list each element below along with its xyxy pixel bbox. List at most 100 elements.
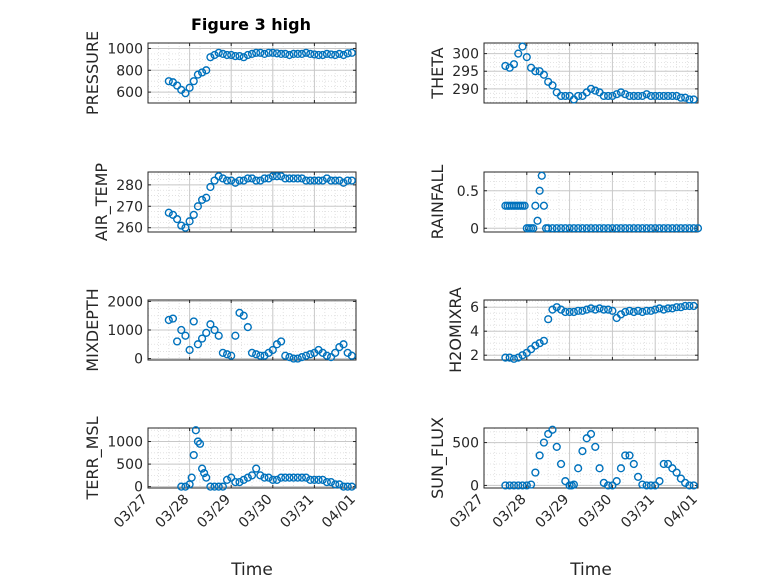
- data-point: [285, 353, 294, 362]
- data-point: [578, 224, 587, 233]
- y-tick-label: 1000: [107, 435, 143, 451]
- scatter-series: [164, 172, 356, 232]
- data-point: [252, 350, 261, 359]
- data-point: [227, 473, 236, 482]
- data-point: [642, 306, 651, 315]
- data-point: [539, 438, 549, 447]
- x-tick-label: 04/01: [661, 492, 701, 532]
- data-point: [326, 353, 336, 362]
- data-point: [514, 481, 523, 490]
- data-point: [676, 224, 685, 233]
- data-point: [210, 325, 219, 335]
- data-point: [218, 174, 227, 183]
- data-point: [599, 478, 608, 487]
- y-tick-label: 600: [116, 85, 143, 101]
- data-point: [651, 91, 660, 101]
- data-point: [595, 464, 604, 473]
- data-point: [335, 176, 344, 185]
- data-point: [272, 172, 282, 181]
- data-point: [277, 337, 286, 346]
- data-point: [625, 306, 634, 315]
- data-point: [177, 325, 186, 335]
- data-point: [672, 91, 681, 101]
- data-point: [347, 482, 356, 491]
- data-point: [339, 50, 348, 60]
- x-tick-label: 03/31: [277, 492, 317, 532]
- data-point: [285, 50, 294, 60]
- data-point: [668, 304, 677, 313]
- data-point: [339, 482, 348, 491]
- data-point: [591, 86, 600, 95]
- data-point: [210, 482, 219, 491]
- data-point: [347, 48, 356, 57]
- data-point: [247, 348, 257, 357]
- scatter-series: [501, 301, 698, 363]
- data-point: [331, 50, 340, 60]
- data-point: [616, 224, 626, 233]
- data-point: [164, 77, 173, 86]
- scatter-series: [164, 308, 356, 363]
- data-point: [297, 473, 307, 482]
- data-point: [193, 202, 203, 211]
- data-point: [306, 49, 315, 59]
- data-point: [689, 481, 698, 490]
- data-point: [314, 475, 323, 484]
- data-point: [659, 305, 668, 314]
- data-point: [243, 323, 252, 332]
- data-point: [629, 224, 638, 233]
- data-point: [301, 473, 311, 482]
- data-point: [668, 464, 677, 473]
- data-point: [556, 91, 566, 101]
- data-point: [268, 172, 277, 181]
- data-point: [638, 224, 647, 233]
- data-point: [604, 481, 613, 490]
- data-point: [202, 193, 211, 202]
- data-point: [239, 475, 248, 484]
- data-point: [509, 60, 519, 69]
- data-point: [206, 182, 215, 192]
- data-point: [556, 459, 566, 469]
- y-tick-label: 0: [470, 221, 479, 237]
- data-point: [189, 317, 198, 326]
- y-tick-label: 260: [116, 221, 143, 237]
- data-point: [633, 224, 643, 233]
- data-point: [616, 464, 626, 473]
- data-point: [659, 459, 668, 469]
- data-point: [663, 459, 673, 469]
- data-point: [514, 353, 523, 362]
- data-point: [281, 351, 290, 360]
- y-axis-label: SUN_FLUX: [428, 417, 448, 499]
- data-point: [235, 478, 244, 487]
- data-point: [681, 301, 690, 311]
- y-tick-label: 0: [470, 478, 479, 494]
- data-point: [331, 348, 340, 357]
- y-tick-label: 280: [116, 178, 143, 194]
- data-point: [185, 345, 194, 355]
- data-point: [591, 305, 600, 314]
- grid: [483, 300, 699, 360]
- data-point: [561, 307, 570, 317]
- axes-box: [147, 427, 357, 489]
- scatter-series: [177, 426, 356, 491]
- data-point: [256, 351, 265, 360]
- data-point: [306, 176, 315, 185]
- data-point: [655, 91, 664, 101]
- data-point: [206, 53, 215, 62]
- data-point: [173, 337, 182, 346]
- figure-title: Figure 3 high: [191, 15, 311, 34]
- data-point: [518, 481, 527, 490]
- data-point: [218, 49, 227, 59]
- data-point: [681, 93, 690, 102]
- data-point: [539, 70, 549, 79]
- data-point: [252, 464, 261, 473]
- data-point: [231, 178, 240, 187]
- data-point: [301, 351, 311, 360]
- data-point: [591, 442, 600, 451]
- data-point: [168, 210, 178, 219]
- data-point: [306, 350, 315, 359]
- data-point: [565, 307, 574, 317]
- data-point: [689, 224, 698, 233]
- data-point: [612, 90, 621, 99]
- data-point: [187, 473, 196, 482]
- data-point: [681, 478, 690, 487]
